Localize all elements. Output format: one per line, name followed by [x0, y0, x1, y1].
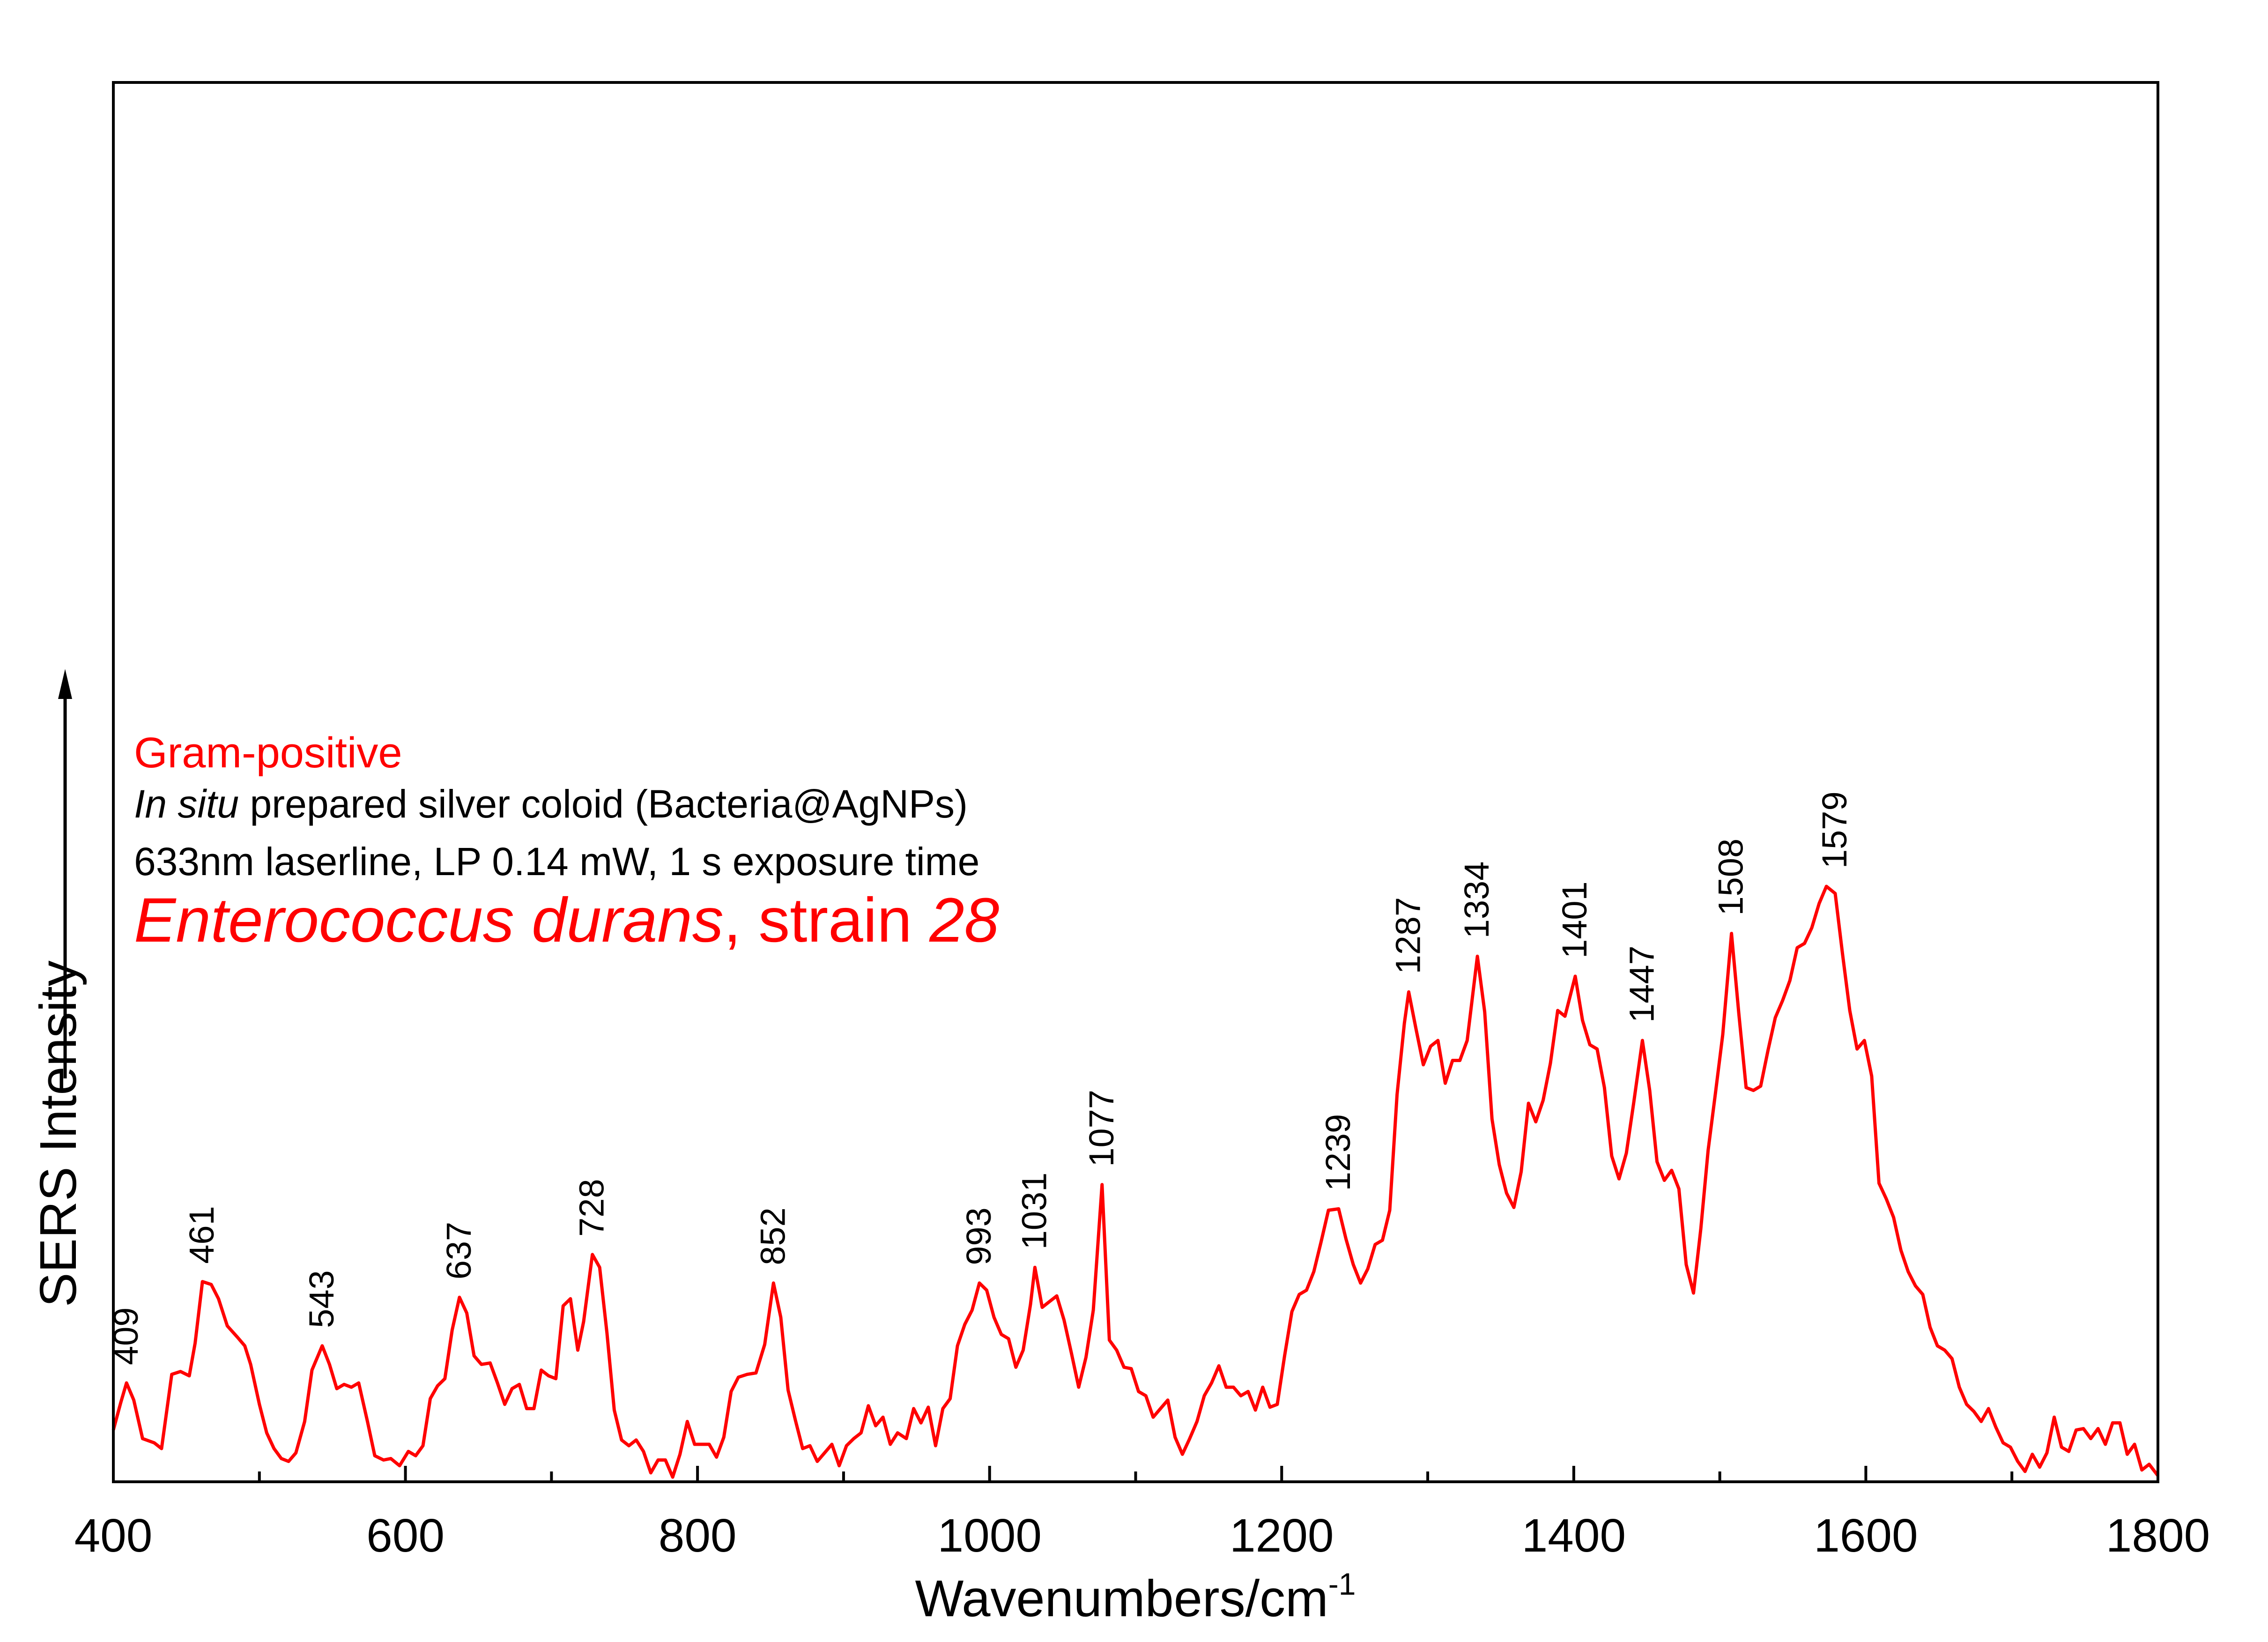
peak-label: 852: [753, 1207, 792, 1265]
peak-label: 1031: [1015, 1173, 1053, 1250]
strain-prefix: , strain: [724, 885, 929, 955]
peak-label: 1077: [1082, 1090, 1121, 1167]
x-axis: 400 600 800 1000 1200 1400 1600 1800: [74, 1466, 2210, 1562]
x-tick-label: 1400: [1522, 1509, 1626, 1562]
x-tick-label: 1800: [2106, 1509, 2210, 1562]
x-axis-label: Wavenumbers/cm-1: [915, 1567, 1356, 1627]
gram-type-label: Gram-positive: [134, 729, 402, 777]
x-tick-label: 1600: [1814, 1509, 1918, 1562]
y-axis-arrow-head: [58, 669, 72, 699]
x-axis-label-superscript: -1: [1328, 1567, 1356, 1601]
x-tick-label: 800: [659, 1509, 737, 1562]
x-tick-label: 1000: [937, 1509, 1041, 1562]
peak-label: 1287: [1389, 897, 1428, 974]
colloid-italic: In situ: [134, 782, 239, 826]
species-strain-label: Enterococcus durans, strain 28: [134, 885, 999, 955]
plot-frame: [112, 81, 2159, 1483]
spectrum-line: [111, 884, 2159, 1479]
peak-label: 1334: [1457, 862, 1496, 939]
species-name: Enterococcus durans: [134, 885, 724, 955]
peak-label: 637: [439, 1222, 478, 1279]
x-tick-label: 600: [366, 1509, 445, 1562]
peak-label: 461: [182, 1206, 221, 1263]
peak-label: 728: [572, 1179, 611, 1236]
laser-conditions: 633nm laserline, LP 0.14 mW, 1 s exposur…: [134, 840, 979, 884]
colloid-rest: prepared silver coloid (Bacteria@AgNPs): [239, 782, 968, 826]
x-tick-label: 400: [74, 1509, 153, 1562]
series-layer: [111, 884, 2159, 1479]
x-axis-label-text: Wavenumbers/cm: [915, 1570, 1328, 1627]
peak-label: 1579: [1815, 791, 1854, 869]
x-tick-label: 1200: [1230, 1509, 1334, 1562]
peak-label: 543: [302, 1270, 341, 1328]
peak-label: 1239: [1319, 1114, 1357, 1191]
colloid-description: In situ prepared silver coloid (Bacteria…: [134, 782, 968, 826]
peak-label: 1447: [1622, 945, 1661, 1023]
peak-label: 1401: [1555, 881, 1594, 958]
y-axis-label-group: SERS Intensity: [30, 669, 87, 1307]
strain-number: 28: [929, 885, 999, 955]
y-axis-label: SERS Intensity: [30, 960, 87, 1307]
peak-label: 1508: [1712, 839, 1750, 916]
peak-label: 993: [959, 1207, 998, 1265]
